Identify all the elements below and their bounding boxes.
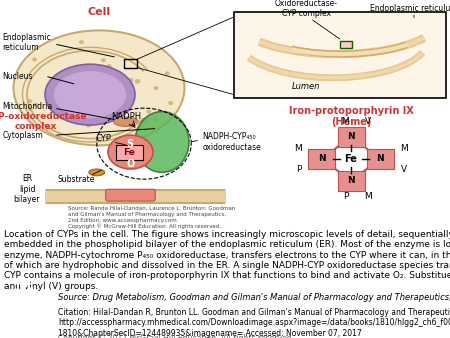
Circle shape [154, 87, 158, 90]
FancyBboxPatch shape [234, 12, 446, 98]
Text: Endoplasmic
reticulum: Endoplasmic reticulum [2, 32, 51, 52]
Text: Cytoplasm: Cytoplasm [2, 131, 43, 140]
Circle shape [34, 103, 37, 106]
Circle shape [135, 80, 139, 83]
FancyBboxPatch shape [367, 149, 394, 169]
FancyBboxPatch shape [106, 189, 155, 201]
Text: Location of CYPs in the cell. The figure shows increasingly microscopic levels o: Location of CYPs in the cell. The figure… [4, 230, 450, 291]
Ellipse shape [45, 64, 135, 125]
Text: NADPH-CYP₄₅₀
oxidoreductase: NADPH-CYP₄₅₀ oxidoreductase [202, 132, 261, 152]
Ellipse shape [89, 169, 104, 176]
Text: Mc: Mc [16, 281, 34, 291]
Circle shape [154, 118, 158, 121]
Text: Endoplasmic reticulum: Endoplasmic reticulum [370, 4, 450, 13]
Ellipse shape [135, 112, 189, 172]
Text: Substrate: Substrate [58, 175, 95, 184]
Text: O: O [126, 159, 135, 169]
Text: P: P [343, 192, 349, 200]
Circle shape [115, 84, 118, 87]
Circle shape [52, 104, 56, 106]
Circle shape [80, 72, 83, 75]
Circle shape [129, 79, 133, 81]
Circle shape [80, 41, 83, 44]
Circle shape [107, 65, 111, 67]
Text: M: M [364, 192, 372, 200]
Text: V: V [400, 165, 407, 173]
Circle shape [139, 126, 142, 129]
FancyBboxPatch shape [116, 145, 143, 160]
Text: Oxidoreductase-
CYP complex: Oxidoreductase- CYP complex [274, 0, 338, 18]
Circle shape [101, 73, 104, 76]
Circle shape [78, 73, 82, 76]
Circle shape [102, 59, 105, 62]
FancyBboxPatch shape [340, 41, 352, 48]
Text: Source: Drug Metabolism, Goodman and Gilman's Manual of Pharmacology and Therape: Source: Drug Metabolism, Goodman and Gil… [58, 293, 450, 301]
Ellipse shape [108, 135, 153, 169]
Ellipse shape [14, 30, 184, 145]
Text: Hill: Hill [14, 309, 35, 319]
Text: Fe: Fe [345, 154, 357, 164]
Text: P: P [296, 165, 302, 173]
Text: Fe: Fe [123, 148, 135, 157]
Text: M: M [400, 144, 408, 153]
FancyBboxPatch shape [338, 127, 364, 147]
Ellipse shape [54, 71, 126, 118]
Text: Iron-protoporphyrin IX
(Heme): Iron-protoporphyrin IX (Heme) [288, 106, 414, 127]
Ellipse shape [113, 117, 139, 126]
Circle shape [136, 80, 140, 82]
Text: Education: Education [5, 323, 45, 330]
Text: Lumen: Lumen [292, 82, 320, 91]
Circle shape [68, 112, 72, 115]
Text: N: N [318, 154, 325, 163]
Circle shape [87, 99, 91, 102]
Circle shape [28, 108, 32, 111]
Text: CYP-oxidoreductase
complex: CYP-oxidoreductase complex [0, 112, 87, 131]
Circle shape [93, 106, 96, 108]
Text: Nucleus: Nucleus [2, 72, 33, 80]
Text: S: S [126, 139, 133, 149]
Circle shape [33, 58, 36, 61]
Text: Citation: Hilal-Dandan R, Brunton LL. Goodman and Gilman's Manual of Pharmacolog: Citation: Hilal-Dandan R, Brunton LL. Go… [58, 308, 450, 338]
Text: ER
lipid
bilayer: ER lipid bilayer [14, 174, 40, 204]
Text: M: M [294, 144, 302, 153]
Text: Copyright © 2017 McGraw-Hill Education. All rights reserved.: Copyright © 2017 McGraw-Hill Education. … [58, 334, 294, 338]
Text: Graw: Graw [9, 296, 41, 306]
Text: NADPH: NADPH [111, 112, 141, 121]
Text: N: N [377, 154, 384, 163]
FancyBboxPatch shape [338, 171, 364, 191]
Circle shape [166, 72, 169, 75]
Text: V: V [364, 117, 371, 126]
Text: Cell: Cell [87, 7, 111, 17]
Text: Mitochondria: Mitochondria [2, 102, 53, 111]
Circle shape [169, 102, 172, 104]
Text: M: M [341, 117, 349, 126]
Circle shape [28, 100, 32, 102]
Circle shape [108, 97, 112, 100]
Text: N: N [347, 132, 355, 141]
Text: N: N [347, 176, 355, 185]
Circle shape [87, 124, 90, 127]
Circle shape [147, 110, 151, 113]
Text: CYP: CYP [95, 134, 112, 143]
FancyBboxPatch shape [308, 149, 335, 169]
Text: Source: Randa Hilal-Dandan, Laurence L. Brunton: Goodman
and Gilman's Manual of : Source: Randa Hilal-Dandan, Laurence L. … [68, 206, 235, 230]
